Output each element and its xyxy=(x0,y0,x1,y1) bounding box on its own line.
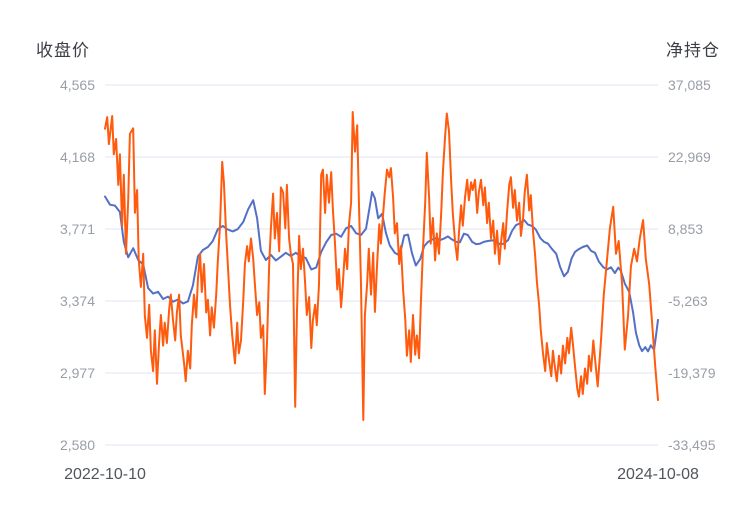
right-axis-tick-label: -19,379 xyxy=(668,365,716,381)
x-axis-end-label: 2024-10-08 xyxy=(617,466,699,483)
net-position-line xyxy=(104,111,659,421)
left-axis-tick-label: 2,977 xyxy=(59,365,95,381)
right-axis-tick-label: 22,969 xyxy=(668,149,711,165)
left-axis-tick-label: 3,374 xyxy=(59,293,95,309)
left-axis-tick-label: 4,565 xyxy=(59,77,95,93)
x-axis-start-label: 2022-10-10 xyxy=(64,466,146,483)
left-axis-title: 收盘价 xyxy=(36,41,90,60)
right-axis-tick-label: -5,263 xyxy=(668,293,708,309)
right-axis-tick-label: 37,085 xyxy=(668,77,711,93)
left-axis-tick-label: 4,168 xyxy=(59,149,95,165)
price-line xyxy=(104,191,659,353)
right-axis-tick-label: -33,495 xyxy=(668,437,716,453)
right-axis-title: 净持仓 xyxy=(666,41,720,60)
right-axis-tick-label: 8,853 xyxy=(668,221,704,237)
left-axis-tick-label: 3,771 xyxy=(59,221,95,237)
left-axis-tick-label: 2,580 xyxy=(59,437,95,453)
